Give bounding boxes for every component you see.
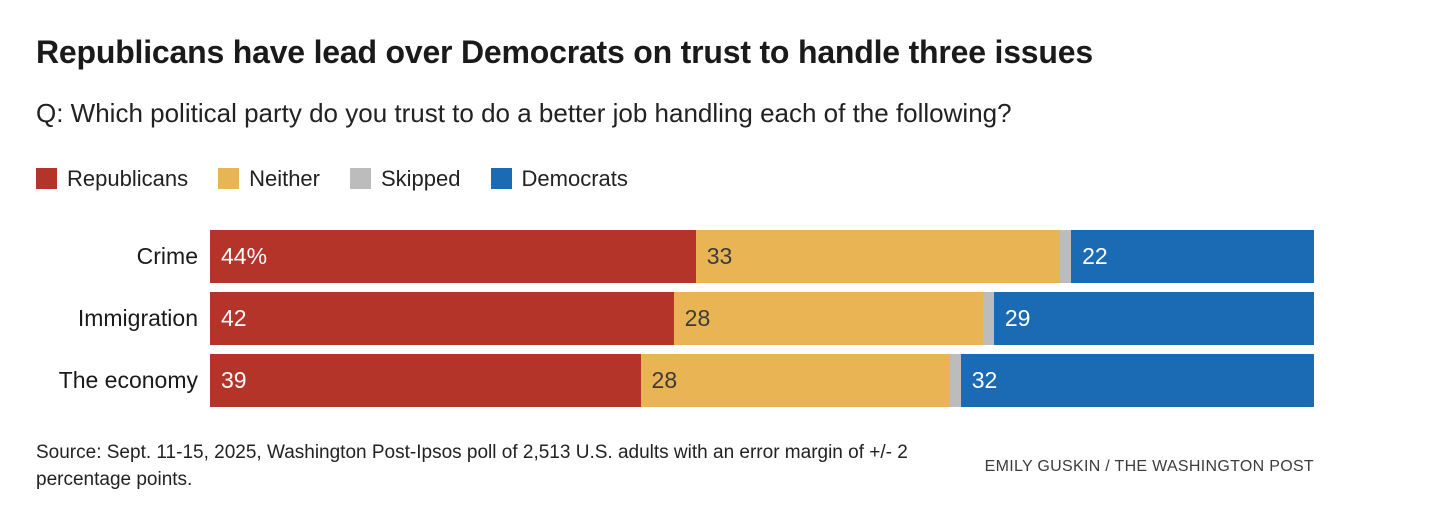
legend-label: Democrats bbox=[521, 166, 628, 191]
bar-track: 39 28 32 bbox=[210, 354, 1314, 407]
legend-item-neither: Neither bbox=[218, 166, 320, 191]
chart-row: Immigration 42 28 29 bbox=[0, 292, 1437, 345]
category-label: The economy bbox=[58, 367, 198, 393]
legend-swatch bbox=[350, 168, 371, 189]
legend: Republicans Neither Skipped Democrats bbox=[36, 166, 1401, 191]
chart-header: Republicans have lead over Democrats on … bbox=[0, 32, 1437, 128]
segment-value-label: 22 bbox=[1082, 243, 1108, 269]
legend-swatch bbox=[218, 168, 240, 189]
segment-value-label: 44% bbox=[221, 243, 268, 269]
chart-footer: Source: Sept. 11-15, 2025, Washington Po… bbox=[0, 440, 1437, 493]
segment-value-label: 32 bbox=[971, 367, 998, 393]
segment-value-label: 39 bbox=[221, 367, 247, 393]
segment-value-label: 29 bbox=[1004, 305, 1031, 331]
bar-segment-democrats: 32 bbox=[960, 354, 1314, 407]
byline: EMILY GUSKIN / THE WASHINGTON POST bbox=[984, 457, 1314, 475]
legend-label: Neither bbox=[249, 166, 320, 191]
bar-segment-republicans: 44% bbox=[210, 230, 696, 283]
category-label: Crime bbox=[136, 243, 198, 269]
bar-segment-skipped bbox=[949, 354, 961, 407]
bar-segment-neither: 28 bbox=[640, 354, 950, 407]
chart-question: Q: Which political party do you trust to… bbox=[36, 98, 1012, 128]
category-label: Immigration bbox=[77, 305, 198, 331]
chart-row: Crime 44% 33 22 bbox=[0, 230, 1437, 283]
legend-item-democrats: Democrats bbox=[490, 166, 628, 191]
legend-label: Republicans bbox=[67, 166, 189, 191]
chart-title: Republicans have lead over Democrats on … bbox=[36, 34, 1093, 70]
segment-value-label: 28 bbox=[684, 305, 711, 331]
bar-segment-republicans: 42 bbox=[210, 292, 674, 345]
bar-chart: Crime 44% 33 22 Immigration 42 28 29 The economy… bbox=[0, 230, 1437, 407]
bar-track: 44% 33 22 bbox=[210, 230, 1314, 283]
segment-value-label: 28 bbox=[651, 367, 678, 393]
legend-swatch bbox=[36, 168, 57, 189]
bar-segment-democrats: 22 bbox=[1071, 230, 1314, 283]
chart-row: The economy 39 28 32 bbox=[0, 354, 1437, 407]
bar-track: 42 28 29 bbox=[210, 292, 1314, 345]
source-note: Source: Sept. 11-15, 2025, Washington Po… bbox=[36, 442, 908, 490]
bar-segment-skipped bbox=[1060, 230, 1072, 283]
bar-segment-neither: 28 bbox=[673, 292, 983, 345]
legend-label: Skipped bbox=[381, 166, 461, 191]
bar-segment-democrats: 29 bbox=[993, 292, 1314, 345]
bar-segment-skipped bbox=[982, 292, 994, 345]
segment-value-label: 33 bbox=[706, 243, 733, 269]
bar-segment-neither: 33 bbox=[695, 230, 1061, 283]
segment-value-label: 42 bbox=[221, 305, 247, 331]
legend-item-skipped: Skipped bbox=[350, 166, 461, 191]
legend-swatch bbox=[490, 168, 512, 189]
bar-segment-republicans: 39 bbox=[210, 354, 641, 407]
legend-item-republicans: Republicans bbox=[36, 166, 189, 191]
